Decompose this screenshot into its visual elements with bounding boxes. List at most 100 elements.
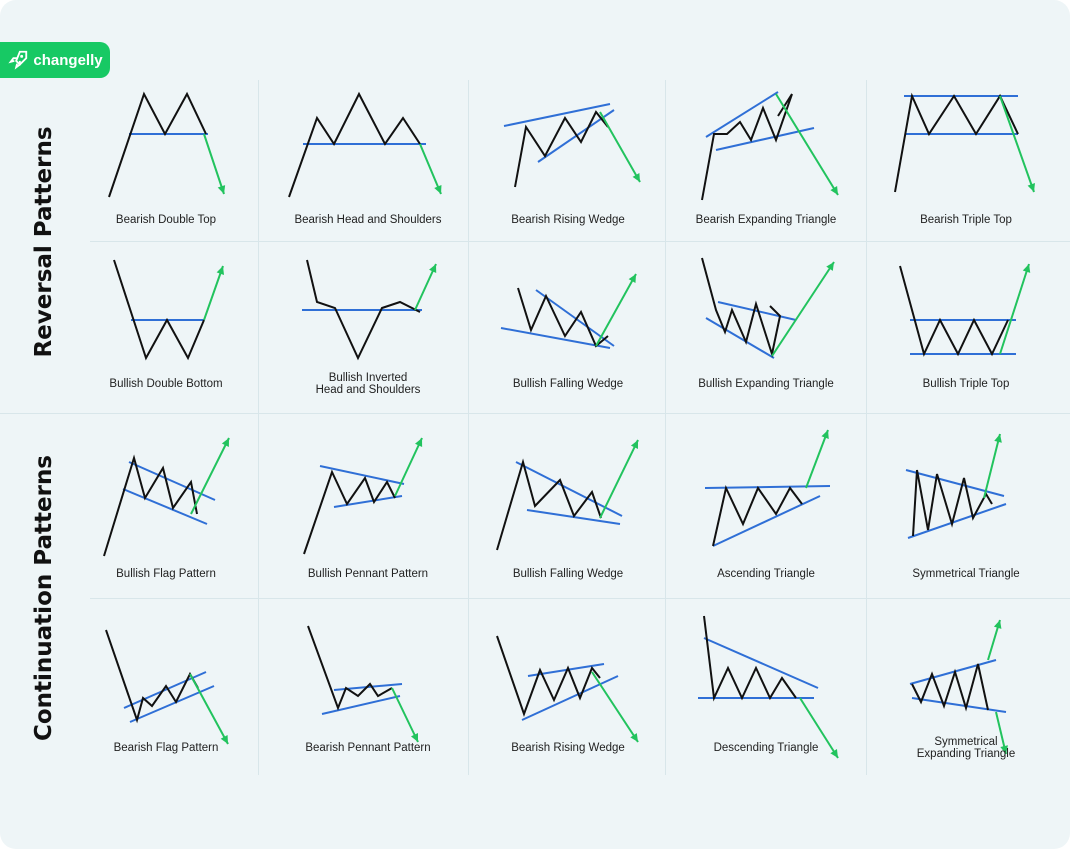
- pattern-caption: Bearish Rising Wedge: [511, 742, 625, 754]
- pattern-caption: Bullish Double Bottom: [109, 378, 223, 390]
- price-line: [103, 454, 198, 557]
- trend-line: [909, 659, 997, 685]
- breakout-arrow: [599, 439, 639, 519]
- pattern-caption: Descending Triangle: [713, 742, 819, 754]
- breakout-arrow-head: [434, 185, 442, 194]
- breakout-arrow: [391, 687, 419, 743]
- trend-line: [717, 301, 797, 321]
- pattern-cell: Bullish Inverted Head and Shoulders: [268, 250, 468, 430]
- pattern-caption: Bullish Flag Pattern: [116, 568, 216, 580]
- trend-line: [319, 465, 405, 485]
- pattern-cell: Symmetrical Triangle: [866, 426, 1066, 606]
- trend-line: [704, 485, 831, 489]
- trend-line: [907, 503, 1007, 539]
- pattern-diagram: [288, 91, 442, 198]
- trend-line: [911, 697, 1007, 713]
- pattern-caption: Bearish Triple Top: [920, 214, 1012, 226]
- pattern-caption: Bullish Expanding Triangle: [698, 378, 834, 390]
- breakout-arrow: [999, 95, 1035, 193]
- breakout-arrow: [414, 263, 437, 311]
- pattern-diagram: [704, 429, 831, 547]
- pattern-diagram: [698, 615, 839, 759]
- pattern-cell: Ascending Triangle: [666, 426, 866, 606]
- breakout-arrow: [203, 133, 225, 195]
- pattern-caption: Symmetrical Triangle: [912, 568, 1020, 580]
- breakout-arrow-head: [830, 749, 838, 758]
- pattern-cell: Bearish Pennant Pattern: [268, 612, 468, 792]
- row-divider: [90, 241, 1070, 242]
- price-line: [514, 110, 609, 188]
- breakout-arrow-head: [628, 274, 636, 283]
- breakout-arrow-head: [994, 434, 1002, 443]
- breakout-arrow: [595, 273, 637, 347]
- pattern-cell: Bullish Falling Wedge: [468, 426, 668, 606]
- trend-line: [503, 103, 611, 127]
- breakout-arrow-head: [826, 262, 834, 271]
- trend-line: [521, 675, 619, 721]
- column-divider: [258, 80, 259, 775]
- price-line: [496, 635, 601, 717]
- breakout-arrow: [805, 429, 829, 489]
- pattern-diagram: [496, 635, 639, 743]
- pattern-caption: Bearish Double Top: [115, 214, 217, 226]
- reversal-patterns-label: Reversal Patterns: [31, 126, 57, 358]
- pattern-diagram: [302, 259, 437, 361]
- price-line: [894, 92, 1019, 193]
- pattern-cell: Bearish Flag Pattern: [66, 612, 266, 792]
- price-line: [105, 629, 199, 724]
- rocket-icon: [8, 50, 28, 70]
- trend-line: [333, 495, 403, 508]
- price-line: [701, 257, 782, 358]
- continuation-patterns-label: Continuation Patterns: [31, 454, 57, 742]
- pattern-cell: Bearish Rising Wedge: [468, 82, 668, 262]
- pattern-caption: Bullish Pennant Pattern: [307, 568, 429, 580]
- breakout-arrow-head: [415, 438, 423, 447]
- breakout-arrow: [190, 437, 230, 515]
- trend-line: [703, 637, 819, 689]
- pattern-caption: Bullish Inverted Head and Shoulders: [315, 372, 421, 396]
- pattern-cell: Bearish Rising Wedge: [468, 612, 668, 792]
- breakout-arrow-head: [630, 440, 638, 449]
- pattern-cell: Bullish Double Bottom: [66, 250, 266, 430]
- pattern-diagram: [113, 259, 225, 361]
- pattern-diagram: [303, 437, 423, 555]
- price-line: [517, 287, 609, 348]
- pattern-cell: Bullish Expanding Triangle: [666, 250, 866, 430]
- trend-line: [705, 317, 775, 359]
- pattern-diagram: [899, 263, 1031, 357]
- price-line: [288, 91, 421, 198]
- price-line: [303, 469, 396, 555]
- pattern-caption: Bearish Flag Pattern: [113, 742, 219, 754]
- pattern-caption: Bullish Falling Wedge: [512, 378, 624, 390]
- trend-line: [122, 488, 208, 525]
- pattern-cell: Bullish Pennant Pattern: [268, 426, 468, 606]
- column-divider: [468, 80, 469, 775]
- price-line: [113, 259, 205, 361]
- pattern-caption: Bullish Falling Wedge: [512, 568, 624, 580]
- pattern-caption: Bullish Triple Top: [922, 378, 1010, 390]
- pattern-cell: Bullish Flag Pattern: [66, 426, 266, 606]
- price-line: [712, 484, 803, 547]
- pattern-diagram: [105, 629, 229, 745]
- pattern-caption: Ascending Triangle: [717, 568, 815, 580]
- trend-line: [527, 663, 605, 677]
- breakout-arrow-head: [821, 430, 829, 439]
- price-line: [306, 259, 421, 361]
- breakout-arrow-head: [1000, 745, 1008, 754]
- price-line: [701, 93, 793, 201]
- pattern-diagram: [503, 103, 641, 188]
- price-line: [912, 469, 993, 537]
- breakout-arrow: [799, 697, 839, 759]
- column-divider: [866, 80, 867, 775]
- pattern-caption: Bearish Head and Shoulders: [294, 214, 442, 226]
- breakout-arrow-head: [632, 173, 640, 182]
- section-divider: [0, 413, 1070, 414]
- breakout-arrow-head: [1027, 183, 1035, 192]
- trend-line: [129, 685, 215, 723]
- breakout-arrow-head: [217, 185, 226, 194]
- pattern-diagram: [905, 433, 1007, 539]
- pattern-diagram: [701, 91, 839, 201]
- pattern-cell: Symmetrical Expanding Triangle: [866, 612, 1066, 792]
- pattern-caption: Symmetrical Expanding Triangle: [916, 736, 1016, 760]
- trend-line: [500, 327, 611, 349]
